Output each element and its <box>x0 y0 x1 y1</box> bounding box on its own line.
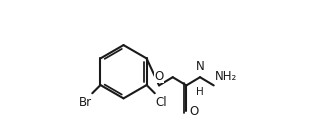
Text: NH₂: NH₂ <box>215 70 237 83</box>
Text: O: O <box>154 70 164 83</box>
Text: Br: Br <box>78 96 92 109</box>
Text: N: N <box>196 60 204 73</box>
Text: O: O <box>189 105 199 118</box>
Text: H: H <box>196 87 204 97</box>
Text: Cl: Cl <box>155 96 167 109</box>
